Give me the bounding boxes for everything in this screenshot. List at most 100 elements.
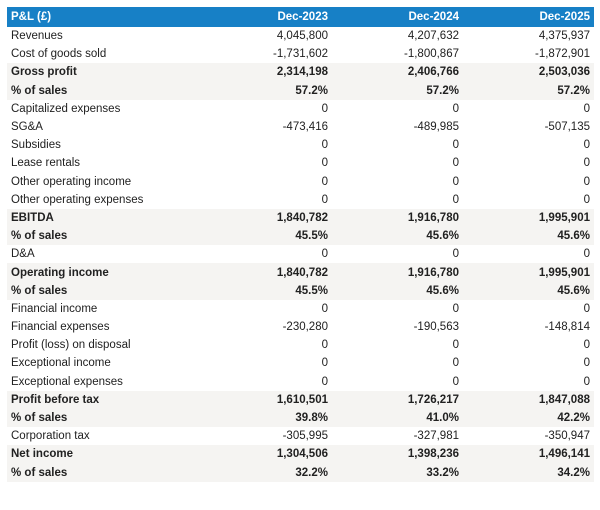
col-header-dec-2025: Dec-2025 — [463, 7, 594, 27]
cell-value-dec-2023: 1,840,782 — [201, 208, 332, 228]
cell-value-dec-2023: 0 — [321, 357, 328, 370]
cell-value-dec-2025: -350,947 — [544, 430, 590, 443]
cell-value-dec-2025: 0 — [583, 302, 590, 315]
cell-value-dec-2024: 4,207,632 — [407, 30, 459, 43]
cell-value-dec-2023: 0 — [321, 248, 328, 261]
cell-value-dec-2025: 0 — [583, 375, 590, 388]
row-label: Profit (loss) on disposal — [11, 339, 131, 352]
table-row: D&A 0 0 0 — [7, 245, 594, 263]
table-row: Profit (loss) on disposal 0 0 0 — [7, 336, 594, 354]
cell-value-dec-2023: 0 — [321, 375, 328, 388]
cell-value-dec-2025: 2,503,036 — [463, 63, 594, 82]
cell-value-dec-2023: 0 — [321, 157, 328, 170]
cell-value-dec-2024: 0 — [452, 139, 459, 152]
row-label: D&A — [11, 248, 35, 261]
row-label: Other operating expenses — [11, 193, 144, 206]
row-label: Gross profit — [7, 63, 201, 82]
table-row: Capitalized expenses 0 0 0 — [7, 100, 594, 118]
cell-value-dec-2024: 0 — [452, 175, 459, 188]
row-label: Revenues — [11, 30, 63, 43]
header-row: P&L (£) Dec-2023 Dec-2024 Dec-2025 — [7, 7, 594, 27]
table-row: Exceptional expenses 0 0 0 — [7, 373, 594, 391]
cell-value-dec-2024: -190,563 — [413, 321, 459, 334]
cell-value-dec-2023: 32.2% — [201, 463, 332, 482]
table-row: EBITDA 1,840,782 1,916,780 1,995,901 — [7, 208, 594, 228]
cell-value-dec-2024: -1,800,867 — [404, 48, 459, 61]
table-row: % of sales 45.5% 45.6% 45.6% — [7, 227, 594, 246]
cell-value-dec-2023: 57.2% — [201, 81, 332, 100]
cell-value-dec-2025: 45.6% — [463, 281, 594, 300]
table-row: Revenues 4,045,800 4,207,632 4,375,937 — [7, 27, 594, 45]
pnl-statement-page: P&L (£) Dec-2023 Dec-2024 Dec-2025 Reven… — [7, 7, 594, 482]
row-label: Corporation tax — [11, 430, 90, 443]
cell-value-dec-2023: 0 — [321, 302, 328, 315]
table-row: % of sales 32.2% 33.2% 34.2% — [7, 463, 594, 482]
table-row: % of sales 45.5% 45.6% 45.6% — [7, 281, 594, 300]
cell-value-dec-2024: 0 — [452, 248, 459, 261]
cell-value-dec-2024: 0 — [452, 375, 459, 388]
table-row: Net income 1,304,506 1,398,236 1,496,141 — [7, 445, 594, 464]
cell-value-dec-2025: 0 — [583, 193, 590, 206]
row-label: Net income — [7, 445, 201, 464]
cell-value-dec-2023: 0 — [321, 139, 328, 152]
cell-value-dec-2024: 1,726,217 — [332, 390, 463, 409]
table-row: Exceptional income 0 0 0 — [7, 354, 594, 372]
cell-value-dec-2025: 4,375,937 — [538, 30, 590, 43]
table-row: Other operating income 0 0 0 — [7, 173, 594, 191]
table-row: Financial expenses -230,280 -190,563 -14… — [7, 318, 594, 336]
table-row: Gross profit 2,314,198 2,406,766 2,503,0… — [7, 63, 594, 82]
cell-value-dec-2025: 34.2% — [463, 463, 594, 482]
cell-value-dec-2023: 2,314,198 — [201, 63, 332, 82]
cell-value-dec-2024: 0 — [452, 339, 459, 352]
cell-value-dec-2025: 0 — [583, 248, 590, 261]
row-label: Other operating income — [11, 175, 132, 188]
row-label: % of sales — [7, 81, 201, 100]
table-row: Other operating expenses 0 0 0 — [7, 191, 594, 209]
col-header-pnl-title: P&L (£) — [7, 7, 201, 27]
table-row: Subsidies 0 0 0 — [7, 136, 594, 154]
table-row: SG&A -473,416 -489,985 -507,135 — [7, 118, 594, 136]
cell-value-dec-2023: 0 — [321, 175, 328, 188]
cell-value-dec-2023: 0 — [321, 339, 328, 352]
cell-value-dec-2025: 45.6% — [463, 227, 594, 246]
cell-value-dec-2023: 1,610,501 — [201, 390, 332, 409]
cell-value-dec-2024: 0 — [452, 302, 459, 315]
cell-value-dec-2024: 57.2% — [332, 81, 463, 100]
cell-value-dec-2024: 1,916,780 — [332, 263, 463, 282]
cell-value-dec-2023: 39.8% — [201, 408, 332, 428]
cell-value-dec-2024: 2,406,766 — [332, 63, 463, 82]
table-row: Lease rentals 0 0 0 — [7, 154, 594, 172]
cell-value-dec-2023: -305,995 — [282, 430, 328, 443]
table-row: % of sales 57.2% 57.2% 57.2% — [7, 81, 594, 100]
col-header-dec-2024: Dec-2024 — [332, 7, 463, 27]
cell-value-dec-2025: -1,872,901 — [535, 48, 590, 61]
cell-value-dec-2024: 1,398,236 — [332, 445, 463, 464]
pnl-table: P&L (£) Dec-2023 Dec-2024 Dec-2025 Reven… — [7, 7, 594, 482]
table-row: % of sales 39.8% 41.0% 42.2% — [7, 408, 594, 428]
cell-value-dec-2025: 57.2% — [463, 81, 594, 100]
cell-value-dec-2023: -1,731,602 — [273, 48, 328, 61]
cell-value-dec-2024: 41.0% — [332, 408, 463, 428]
cell-value-dec-2023: -230,280 — [282, 321, 328, 334]
cell-value-dec-2025: 1,995,901 — [463, 263, 594, 282]
row-label: Lease rentals — [11, 157, 81, 170]
table-row: Financial income 0 0 0 — [7, 300, 594, 318]
row-label: Cost of goods sold — [11, 48, 107, 61]
cell-value-dec-2023: 1,840,782 — [201, 263, 332, 282]
table-body: Revenues 4,045,800 4,207,632 4,375,937 C… — [7, 27, 594, 482]
cell-value-dec-2023: -473,416 — [282, 121, 328, 134]
cell-value-dec-2024: 1,916,780 — [332, 208, 463, 228]
row-label: % of sales — [7, 408, 201, 428]
row-label: % of sales — [7, 463, 201, 482]
table-row: Operating income 1,840,782 1,916,780 1,9… — [7, 263, 594, 282]
cell-value-dec-2025: 1,496,141 — [463, 445, 594, 464]
cell-value-dec-2025: 0 — [583, 357, 590, 370]
cell-value-dec-2023: 1,304,506 — [201, 445, 332, 464]
row-label: Financial income — [11, 302, 98, 315]
cell-value-dec-2023: 0 — [321, 102, 328, 115]
table-row: Cost of goods sold -1,731,602 -1,800,867… — [7, 45, 594, 63]
row-label: % of sales — [7, 227, 201, 246]
cell-value-dec-2024: 45.6% — [332, 281, 463, 300]
col-header-dec-2023: Dec-2023 — [201, 7, 332, 27]
table-row: Corporation tax -305,995 -327,981 -350,9… — [7, 427, 594, 445]
